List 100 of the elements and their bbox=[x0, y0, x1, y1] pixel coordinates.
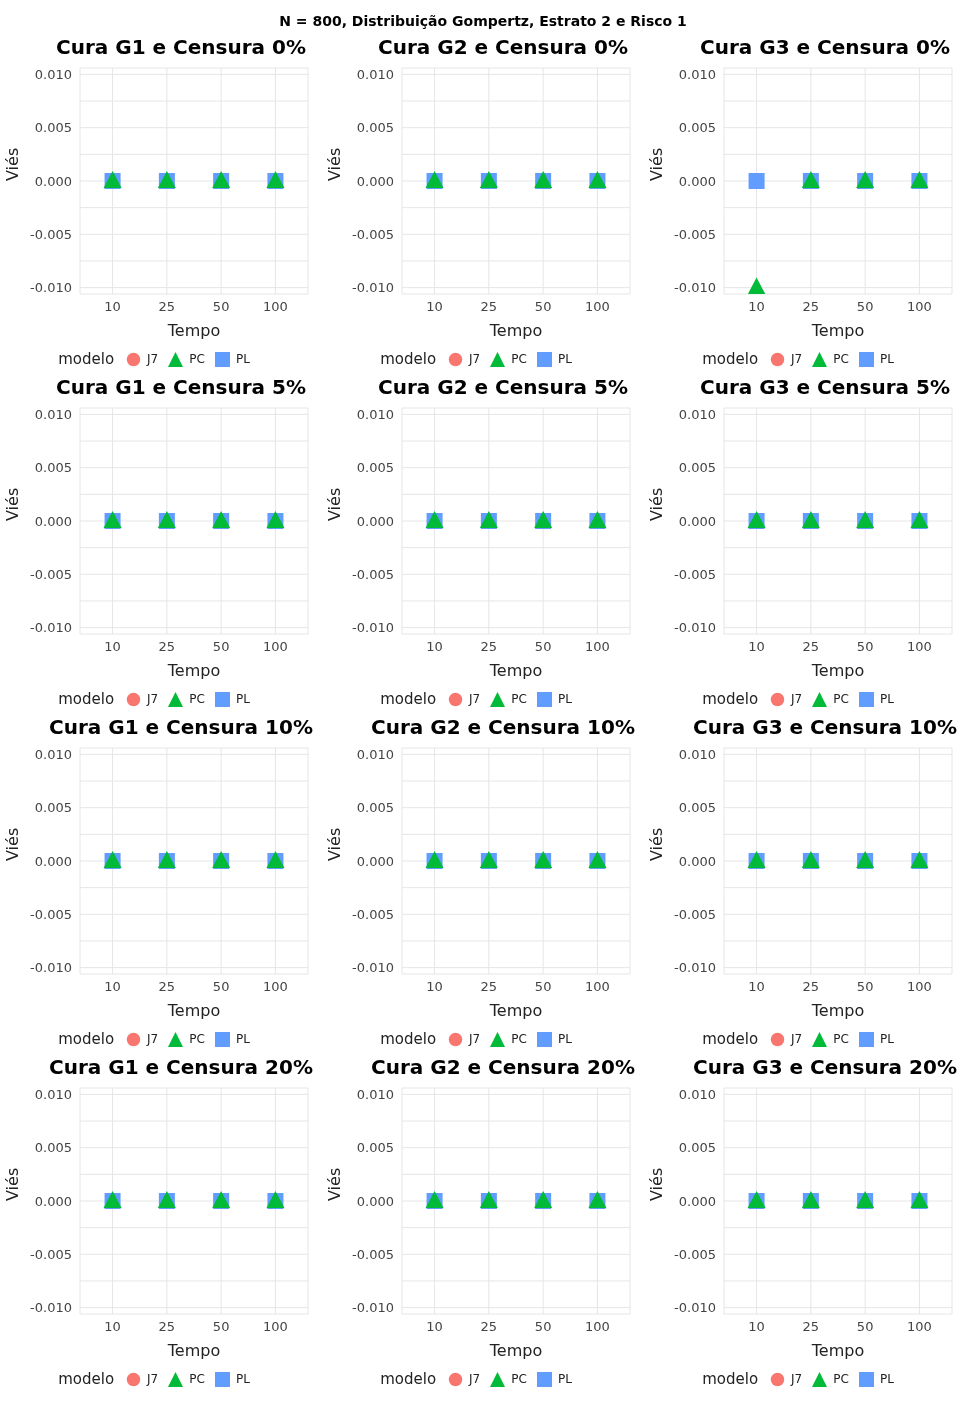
legend-label: PL bbox=[235, 692, 250, 706]
y-tick-label: 0.010 bbox=[678, 67, 716, 83]
x-tick-label: 10 bbox=[104, 979, 121, 995]
legend-title: modelo bbox=[58, 690, 115, 708]
x-tick-label: 25 bbox=[480, 1319, 498, 1335]
legend-label: PL bbox=[879, 1032, 894, 1046]
y-tick-label: -0.010 bbox=[30, 280, 72, 296]
legend-label: J7 bbox=[147, 352, 159, 366]
y-axis-title: Viés bbox=[324, 487, 344, 521]
x-tick-label: 50 bbox=[212, 299, 230, 315]
x-tick-label: 10 bbox=[748, 1319, 765, 1335]
x-tick-label: 100 bbox=[585, 299, 610, 315]
y-tick-label: 0.005 bbox=[34, 800, 72, 816]
legend-label: PC bbox=[189, 1032, 205, 1046]
chart-title: Cura G3 e Censura 10% bbox=[692, 714, 958, 741]
y-axis-title: Viés bbox=[646, 487, 666, 521]
chart-title: Cura G1 e Censura 10% bbox=[48, 714, 314, 741]
x-axis-title: Tempo bbox=[810, 1341, 865, 1360]
y-tick-label: 0.010 bbox=[356, 747, 394, 763]
x-tick-label: 25 bbox=[480, 979, 498, 995]
legend-title: modelo bbox=[58, 1370, 115, 1388]
legend-label: J7 bbox=[791, 352, 803, 366]
y-tick-label: 0.000 bbox=[34, 1193, 72, 1209]
y-tick-label: -0.005 bbox=[352, 566, 394, 582]
x-tick-label: 25 bbox=[802, 979, 820, 995]
x-axis-title: Tempo bbox=[166, 1341, 221, 1360]
y-tick-label: -0.005 bbox=[674, 226, 716, 242]
y-tick-label: 0.005 bbox=[678, 460, 716, 476]
legend-label: PC bbox=[833, 1372, 849, 1386]
y-tick-label: -0.010 bbox=[30, 1300, 72, 1316]
y-axis-title: Viés bbox=[646, 1167, 666, 1201]
y-tick-label: -0.010 bbox=[352, 620, 394, 636]
x-tick-label: 25 bbox=[480, 639, 498, 655]
legend-title: modelo bbox=[58, 350, 115, 368]
legend-label: PL bbox=[235, 352, 250, 366]
legend-label: PL bbox=[557, 1032, 572, 1046]
x-tick-label: 10 bbox=[748, 299, 765, 315]
x-axis-title: Tempo bbox=[810, 321, 865, 340]
x-axis-title: Tempo bbox=[488, 321, 543, 340]
y-tick-label: -0.010 bbox=[674, 620, 716, 636]
legend-label: J7 bbox=[147, 1032, 159, 1046]
x-tick-label: 100 bbox=[585, 1319, 610, 1335]
y-tick-label: -0.010 bbox=[352, 280, 394, 296]
y-axis-title: Viés bbox=[646, 827, 666, 861]
legend-label: PL bbox=[235, 1372, 250, 1386]
x-axis-title: Tempo bbox=[488, 1341, 543, 1360]
legend-label: PL bbox=[879, 692, 894, 706]
y-tick-label: -0.010 bbox=[674, 960, 716, 976]
y-tick-label: -0.005 bbox=[674, 566, 716, 582]
y-tick-label: 0.000 bbox=[678, 1193, 716, 1209]
y-tick-label: -0.010 bbox=[30, 620, 72, 636]
x-tick-label: 10 bbox=[748, 979, 765, 995]
x-axis-title: Tempo bbox=[166, 661, 221, 680]
x-tick-label: 10 bbox=[426, 1319, 443, 1335]
y-tick-label: 0.005 bbox=[34, 120, 72, 136]
y-tick-label: 0.010 bbox=[356, 1087, 394, 1103]
y-tick-label: -0.010 bbox=[674, 280, 716, 296]
legend-title: modelo bbox=[702, 690, 759, 708]
x-tick-label: 50 bbox=[212, 639, 230, 655]
x-tick-label: 25 bbox=[802, 639, 820, 655]
x-tick-label: 50 bbox=[534, 299, 552, 315]
y-tick-label: 0.000 bbox=[678, 173, 716, 189]
legend-label: PC bbox=[189, 1372, 205, 1386]
y-tick-label: -0.010 bbox=[352, 960, 394, 976]
y-tick-label: 0.010 bbox=[34, 1087, 72, 1103]
text: N = 800, Distribuição Gompertz, Estrato 2 e Risco 1 bbox=[278, 12, 688, 31]
y-tick-label: 0.005 bbox=[356, 1140, 394, 1156]
x-tick-label: 100 bbox=[585, 639, 610, 655]
legend-label: J7 bbox=[147, 1372, 159, 1386]
legend-title: modelo bbox=[380, 350, 437, 368]
legend-label: J7 bbox=[469, 692, 481, 706]
legend-label: PC bbox=[189, 352, 205, 366]
y-tick-label: 0.010 bbox=[678, 747, 716, 763]
x-tick-label: 50 bbox=[534, 979, 552, 995]
y-axis-title: Viés bbox=[2, 487, 22, 521]
y-tick-label: -0.005 bbox=[30, 906, 72, 922]
y-tick-label: -0.005 bbox=[352, 1246, 394, 1262]
legend-label: J7 bbox=[469, 1372, 481, 1386]
legend-label: J7 bbox=[791, 692, 803, 706]
x-tick-label: 25 bbox=[158, 299, 176, 315]
legend-label: J7 bbox=[791, 1032, 803, 1046]
chart-title: Cura G1 e Censura 20% bbox=[48, 1054, 314, 1081]
legend-title: modelo bbox=[702, 1030, 759, 1048]
y-tick-label: 0.005 bbox=[356, 800, 394, 816]
y-tick-label: 0.005 bbox=[34, 1140, 72, 1156]
y-tick-label: 0.010 bbox=[34, 67, 72, 83]
y-tick-label: 0.005 bbox=[678, 120, 716, 136]
chart-title: Cura G2 e Censura 5% bbox=[377, 374, 629, 401]
x-tick-label: 100 bbox=[907, 299, 932, 315]
y-tick-label: 0.010 bbox=[356, 407, 394, 423]
legend-label: PL bbox=[879, 1372, 894, 1386]
legend-label: PL bbox=[557, 1372, 572, 1386]
x-tick-label: 25 bbox=[158, 639, 176, 655]
x-tick-label: 25 bbox=[802, 1319, 820, 1335]
x-tick-label: 10 bbox=[426, 639, 443, 655]
y-tick-label: 0.010 bbox=[34, 407, 72, 423]
x-tick-label: 100 bbox=[907, 639, 932, 655]
legend-label: PC bbox=[833, 352, 849, 366]
y-tick-label: -0.005 bbox=[674, 906, 716, 922]
legend-label: J7 bbox=[791, 1372, 803, 1386]
